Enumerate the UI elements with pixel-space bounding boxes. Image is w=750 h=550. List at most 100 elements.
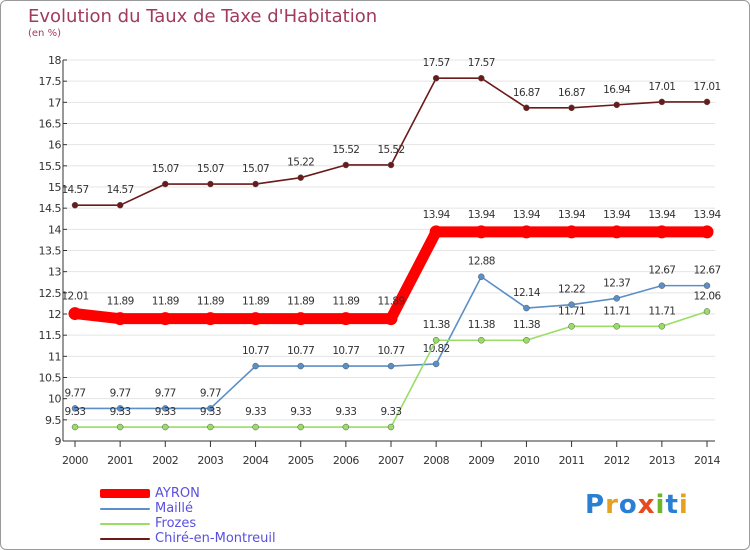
data-label: 11.89 — [152, 296, 179, 308]
data-label: 17.57 — [423, 57, 450, 69]
data-label: 9.77 — [155, 387, 176, 399]
data-label: 11.38 — [513, 319, 540, 331]
data-point — [384, 312, 398, 326]
data-label: 12.67 — [693, 265, 720, 277]
data-point — [297, 423, 304, 431]
y-tick-label: 18 — [48, 54, 61, 67]
data-point — [387, 161, 395, 169]
data-label: 9.77 — [200, 387, 221, 399]
data-point — [703, 282, 711, 289]
data-point — [613, 295, 620, 302]
data-point — [342, 362, 350, 370]
y-tick-label: 10 — [48, 393, 61, 406]
data-label: 15.07 — [242, 163, 269, 175]
data-point — [703, 308, 711, 315]
data-label: 13.94 — [648, 209, 676, 221]
data-point — [432, 336, 440, 344]
x-tick-label: 2000 — [62, 454, 88, 467]
data-label: 9.77 — [65, 387, 86, 399]
data-label: 14.57 — [61, 184, 88, 196]
y-tick-label: 11 — [48, 350, 61, 363]
data-label: 11.71 — [603, 305, 630, 317]
data-label: 10.77 — [377, 345, 404, 357]
y-tick-label: 9.5 — [45, 414, 61, 427]
data-point — [297, 362, 304, 370]
data-point — [116, 201, 124, 209]
data-point — [474, 225, 488, 239]
data-point — [568, 323, 575, 330]
data-point — [613, 101, 620, 109]
data-label: 9.77 — [110, 387, 131, 399]
data-point — [658, 98, 666, 106]
legend-swatch — [100, 489, 150, 498]
data-label: 9.33 — [200, 406, 221, 418]
data-point — [523, 336, 530, 344]
data-point — [342, 423, 350, 431]
data-point — [252, 423, 259, 431]
legend-label: AYRON — [155, 486, 200, 501]
x-tick-label: 2005 — [288, 454, 314, 467]
data-point — [610, 225, 624, 239]
data-point — [68, 307, 82, 321]
data-label: 12.14 — [513, 287, 541, 299]
data-point — [158, 312, 172, 326]
data-point — [116, 405, 124, 412]
data-point — [523, 304, 530, 312]
data-label: 11.38 — [423, 319, 450, 331]
chart-subtitle: (en %) — [28, 28, 61, 39]
data-point — [565, 225, 579, 239]
y-tick-label: 15.5 — [39, 160, 62, 173]
y-tick-label: 15 — [48, 181, 61, 194]
data-label: 13.94 — [423, 209, 451, 221]
x-tick-label: 2012 — [604, 454, 630, 467]
data-label: 16.94 — [603, 84, 631, 96]
y-tick-label: 13.5 — [39, 245, 62, 258]
x-tick-label: 2006 — [333, 454, 359, 467]
y-tick-label: 11.5 — [39, 329, 62, 342]
legend-swatch — [100, 523, 150, 525]
y-tick-label: 12 — [48, 308, 61, 321]
x-tick-label: 2014 — [694, 454, 720, 467]
x-tick-label: 2002 — [152, 454, 178, 467]
data-label: 11.38 — [468, 319, 495, 331]
data-point — [71, 201, 79, 209]
data-label: 10.77 — [287, 345, 314, 357]
data-label: 14.57 — [107, 184, 134, 196]
legend-item: Frozes — [100, 516, 360, 531]
line-chart: 9 9.5 10 10.5 11 11.5 12 12.5 13 13.5 14 14.5 15 15.5… — [39, 54, 723, 467]
data-point — [71, 405, 79, 412]
data-label: 13.94 — [468, 209, 496, 221]
data-point — [252, 362, 259, 370]
chart-legend: AYRON Maillé Frozes Chiré-en-Montreuil — [100, 486, 360, 546]
data-point — [478, 273, 485, 280]
data-point — [568, 104, 575, 112]
data-point — [519, 225, 533, 239]
data-point — [658, 282, 666, 289]
legend-swatch — [100, 538, 150, 540]
data-point — [294, 312, 308, 326]
x-tick-label: 2003 — [197, 454, 223, 467]
data-point — [655, 225, 669, 239]
data-label: 13.94 — [513, 209, 541, 221]
data-point — [523, 104, 530, 112]
data-point — [478, 336, 485, 344]
data-label: 17.01 — [648, 81, 675, 93]
legend-swatch — [100, 508, 150, 510]
data-point — [568, 301, 575, 308]
x-tick-label: 2001 — [107, 454, 133, 467]
series-line — [74, 77, 708, 207]
data-label: 9.33 — [110, 406, 131, 418]
data-label: 12.22 — [558, 284, 585, 296]
y-tick-label: 10.5 — [39, 372, 62, 385]
y-tick-label: 17 — [48, 96, 61, 109]
y-tick-label: 16 — [48, 139, 61, 152]
data-label: 12.88 — [468, 256, 495, 268]
data-point — [700, 225, 714, 239]
data-label: 9.33 — [155, 406, 176, 418]
x-tick-label: 2013 — [649, 454, 675, 467]
data-point — [429, 225, 443, 239]
data-label: 11.89 — [287, 296, 314, 308]
y-tick-label: 12.5 — [39, 287, 62, 300]
legend-label: Frozes — [155, 516, 197, 531]
data-point — [207, 180, 214, 188]
